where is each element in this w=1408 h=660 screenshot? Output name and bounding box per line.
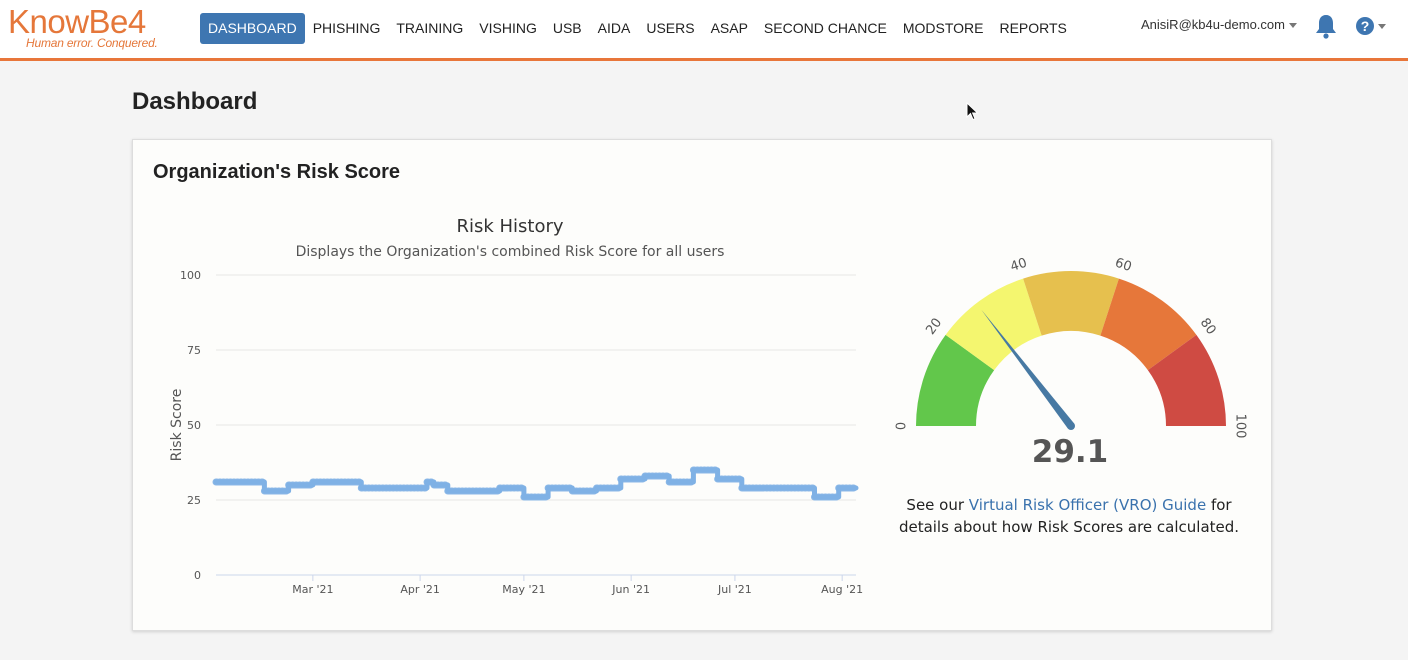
gauge-tick-label: 0 — [895, 422, 910, 430]
y-tick-label: 0 — [194, 569, 201, 582]
y-tick-label: 25 — [187, 494, 201, 507]
nav-item-aida[interactable]: AIDA — [597, 20, 631, 36]
nav-item-asap[interactable]: ASAP — [710, 20, 748, 36]
gauge-band-60-80 — [1100, 278, 1197, 371]
nav-item-second-chance[interactable]: SECOND CHANCE — [763, 20, 887, 36]
gauge-tick-label: 20 — [923, 316, 945, 338]
gauge-band-0-20 — [916, 334, 995, 426]
svg-text:?: ? — [1361, 18, 1370, 34]
gauge-band-40-60 — [1023, 271, 1119, 336]
gauge-tick-label: 100 — [1233, 414, 1248, 439]
logo-wordmark: KnowBe4 — [8, 3, 146, 40]
x-tick-label: Jul '21 — [717, 583, 752, 596]
vro-prefix: See our — [906, 496, 969, 514]
main-nav: DASHBOARD PHISHING TRAINING VISHING USB AIDA U… — [200, 13, 1075, 44]
gauge-needle — [981, 309, 1075, 429]
gauge-needle-pivot — [1067, 422, 1075, 430]
x-tick-label: May '21 — [502, 583, 545, 596]
gauge-tick-label: 40 — [1009, 256, 1029, 275]
y-axis-label: Risk Score — [169, 389, 185, 462]
user-email: AnisiR@kb4u-demo.com — [1141, 17, 1285, 32]
logo-tagline: Human error. Conquered. — [26, 36, 158, 50]
chevron-down-icon — [1288, 23, 1297, 29]
y-tick-label: 75 — [187, 344, 201, 357]
nav-item-users[interactable]: USERS — [646, 20, 695, 36]
nav-item-phishing[interactable]: PHISHING — [312, 20, 381, 36]
nav-item-usb[interactable]: USB — [552, 20, 582, 36]
page-title: Dashboard — [132, 88, 258, 115]
risk-charts: 0 25 50 75 100 Risk Score Mar '21 Apr '21 May '2… — [169, 256, 1248, 596]
x-tick-label: Jun '21 — [611, 583, 650, 596]
nav-item-modstore[interactable]: MODSTORE — [902, 20, 984, 36]
x-tick-label: Aug '21 — [821, 583, 863, 596]
top-navbar: KnowBe4 Human error. Conquered. DASHBOAR… — [0, 0, 1408, 61]
vro-guide-text: See our Virtual Risk Officer (VRO) Guide… — [893, 494, 1245, 538]
gauge-tick-label: 60 — [1113, 256, 1133, 275]
user-menu[interactable]: AnisiR@kb4u-demo.com — [1141, 17, 1297, 32]
card-title: Organization's Risk Score — [153, 161, 401, 183]
y-tick-label: 50 — [187, 419, 201, 432]
nav-item-training[interactable]: TRAINING — [396, 20, 464, 36]
nav-item-reports[interactable]: REPORTS — [999, 20, 1067, 36]
gauge-value: 29.1 — [1031, 434, 1109, 470]
y-tick-label: 100 — [180, 269, 201, 282]
chart-title: Risk History — [456, 216, 564, 237]
nav-item-vishing[interactable]: VISHING — [479, 20, 537, 36]
x-tick-label: Mar '21 — [292, 583, 333, 596]
knowbe4-logo[interactable]: KnowBe4 Human error. Conquered. — [8, 4, 178, 52]
help-menu[interactable]: ? — [1356, 16, 1388, 38]
risk-score-card: Organization's Risk Score Risk History D… — [132, 139, 1272, 631]
chart-subtitle: Displays the Organization's combined Ris… — [295, 244, 725, 260]
gauge-band-20-40 — [945, 278, 1042, 371]
gauge-band-80-100 — [1147, 334, 1226, 426]
vro-suffix: for details about how Risk Scores are ca… — [898, 496, 1240, 536]
gauge-tick-label: 80 — [1197, 316, 1219, 338]
x-tick-label: Apr '21 — [400, 583, 440, 596]
vro-guide-link[interactable]: Virtual Risk Officer (VRO) Guide — [968, 496, 1207, 514]
nav-item-dashboard[interactable]: DASHBOARD — [200, 13, 305, 44]
mouse-cursor-icon — [966, 102, 979, 121]
bell-icon[interactable] — [1314, 13, 1338, 39]
